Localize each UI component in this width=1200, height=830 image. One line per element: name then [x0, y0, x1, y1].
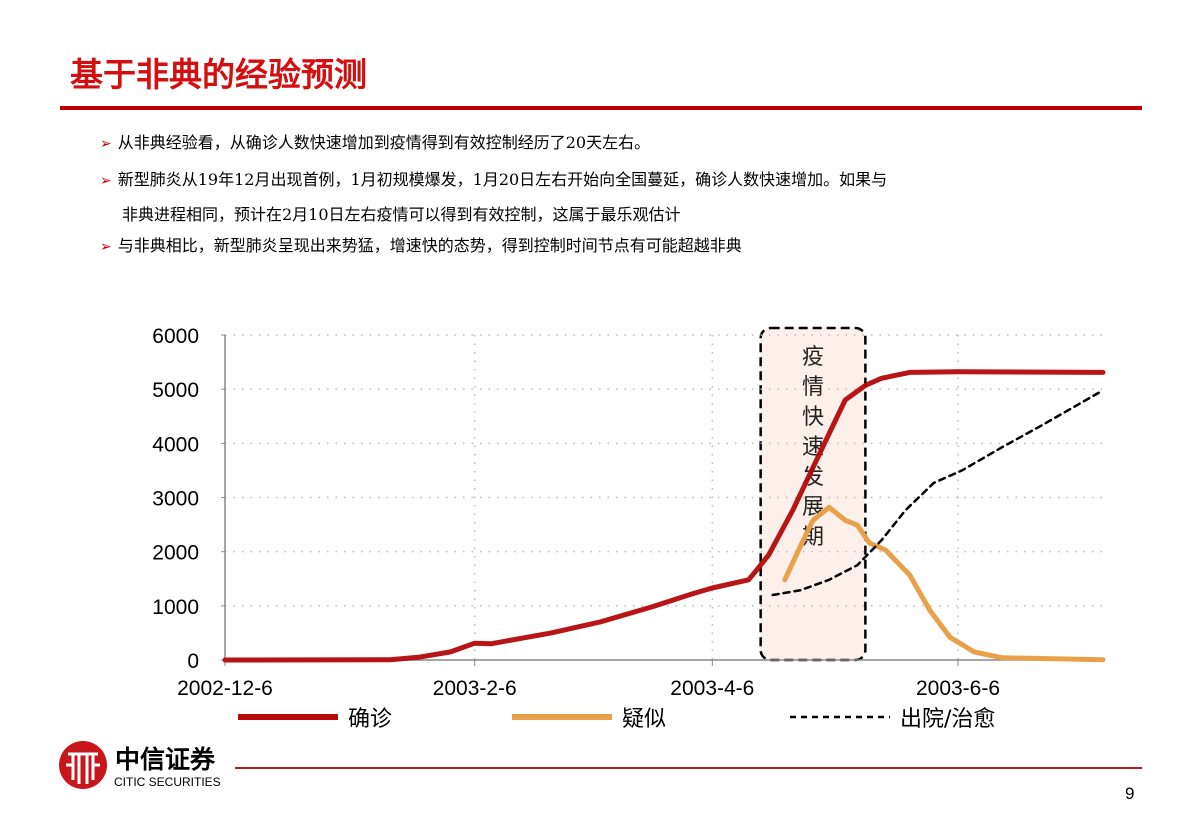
annotation-char: 快	[802, 405, 824, 430]
y-tick-label: 4000	[152, 433, 199, 456]
bullet-text: 从非典经验看，从确诊人数快速增加到疫情得到有效控制经历了20天左右。	[117, 133, 651, 152]
x-tick-label: 2003-2-6	[433, 677, 517, 700]
y-tick-label: 3000	[152, 488, 199, 511]
page-number: 9	[1125, 784, 1135, 803]
y-tick-label: 6000	[152, 325, 199, 348]
bullet-1: ➢ 从非典经验看，从确诊人数快速增加到疫情得到有效控制经历了20天左右。	[100, 133, 650, 154]
y-tick-label: 5000	[152, 379, 199, 402]
legend-label: 出院/治愈	[900, 707, 995, 732]
arrow-bullet-icon: ➢	[100, 239, 112, 255]
y-tick-label: 2000	[152, 542, 199, 565]
series-line-1	[222, 369, 1106, 663]
x-tick-label: 2003-6-6	[916, 677, 1000, 700]
series-line-2	[782, 504, 1106, 663]
citic-logo-icon	[59, 741, 107, 789]
x-tick-label: 2002-12-6	[177, 677, 273, 700]
bullet-text: 新型肺炎从19年12月出现首例，1月初规模爆发，1月20日左右开始向全国蔓延，确…	[117, 170, 888, 189]
sars-chart: 0 1000 2000 3000 4000 5000 6000 2002-12-6 2003-2…	[152, 325, 1106, 732]
footer-divider	[235, 767, 1142, 769]
arrow-bullet-icon: ➢	[100, 173, 112, 189]
legend-label: 疑似	[622, 707, 666, 732]
legend-label: 确诊	[348, 707, 392, 732]
y-tick-label: 1000	[152, 596, 199, 619]
page-title: 基于非典的经验预测	[70, 55, 367, 94]
arrow-bullet-icon: ➢	[100, 136, 112, 152]
bullet-3: ➢ 与非典相比，新型肺炎呈现出来势猛，增速快的态势，得到控制时间节点有可能超越非典	[100, 236, 742, 257]
bullet-2-continued: 非典进程相同，预计在2月10日左右疫情可以得到有效控制，这属于最乐观估计	[122, 205, 681, 224]
logo-name-en: CITIC SECURITIES	[114, 775, 221, 789]
annotation-char: 情	[802, 375, 824, 400]
x-tick-label: 2003-4-6	[670, 677, 754, 700]
bullet-2: ➢ 新型肺炎从19年12月出现首例，1月初规模爆发，1月20日左右开始向全国蔓延，…	[100, 170, 887, 191]
title-divider	[60, 106, 1142, 110]
logo-name-cn: 中信证券	[115, 745, 216, 774]
bullet-text: 与非典相比，新型肺炎呈现出来势猛，增速快的态势，得到控制时间节点有可能超越非典	[117, 236, 742, 255]
annotation-char: 疫	[802, 345, 824, 370]
y-tick-label: 0	[187, 650, 199, 673]
